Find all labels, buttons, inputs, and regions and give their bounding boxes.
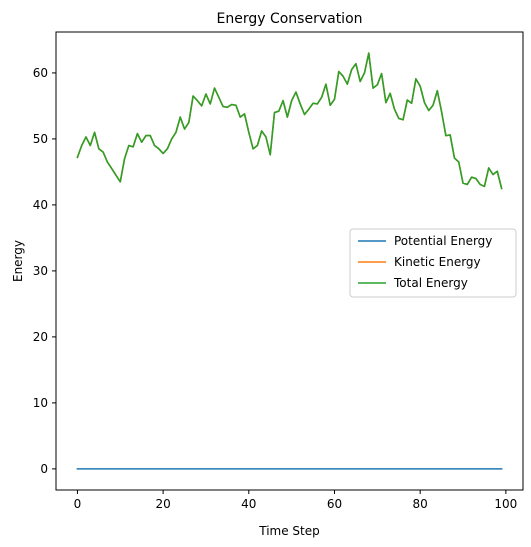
x-tick-label: 0: [74, 497, 82, 511]
legend-label-kinetic-energy: Kinetic Energy: [394, 255, 481, 269]
x-axis-label: Time Step: [258, 524, 320, 538]
x-tick-label: 100: [494, 497, 517, 511]
legend-label-total-energy: Total Energy: [393, 276, 468, 290]
x-axis: 0 20 40 60 80 100: [74, 490, 517, 511]
chart-title: Energy Conservation: [216, 11, 362, 27]
x-tick-label: 20: [155, 497, 170, 511]
y-axis-label: Energy: [11, 240, 25, 282]
y-tick-label: 60: [33, 66, 48, 80]
x-tick-label: 80: [413, 497, 428, 511]
legend-label-potential-energy: Potential Energy: [394, 234, 492, 248]
y-tick-label: 30: [33, 264, 48, 278]
plot-frame: [55, 31, 524, 491]
legend: Potential Energy Kinetic Energy Total Ener…: [349, 228, 517, 298]
y-tick-label: 40: [33, 198, 48, 212]
y-tick-label: 20: [33, 330, 48, 344]
y-axis: 0 10 20 30 40 50 60: [33, 66, 56, 476]
plot-area: [76, 52, 503, 470]
legend-box: [349, 228, 517, 298]
y-tick-label: 50: [33, 132, 48, 146]
series-line-total-energy: [76, 52, 503, 190]
y-tick-label: 0: [40, 462, 48, 476]
x-tick-label: 60: [327, 497, 342, 511]
y-tick-label: 10: [33, 396, 48, 410]
x-tick-label: 40: [241, 497, 256, 511]
